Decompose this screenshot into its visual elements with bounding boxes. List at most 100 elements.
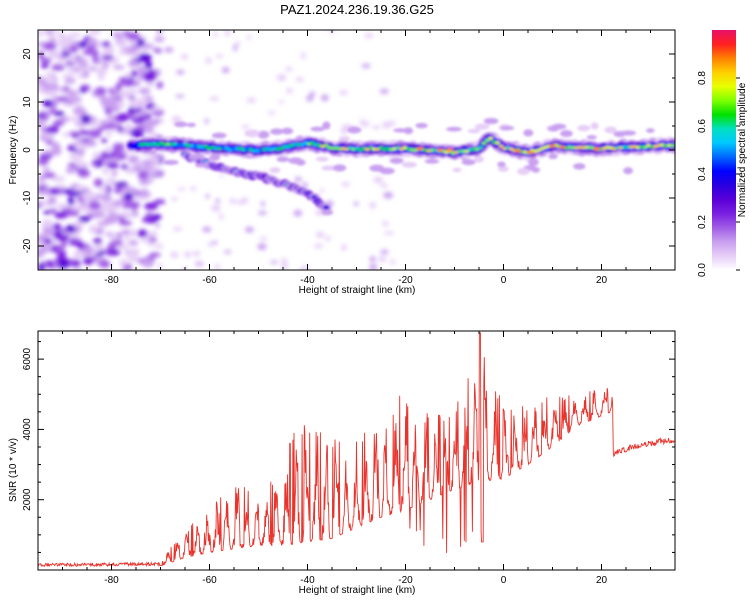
spectrogram-blob [188, 153, 205, 160]
spectrogram-blob [189, 186, 197, 191]
spectrogram-blob [642, 145, 648, 149]
spectrogram-blob [474, 147, 480, 151]
spectrogram-blob [140, 237, 151, 243]
spectrogram-image [38, 30, 675, 270]
spectrogram-blob [102, 167, 110, 175]
spectrogram-blob [123, 192, 134, 200]
spectrogram-blob [69, 44, 78, 54]
spectrogram-blob [186, 122, 196, 128]
colorbar-tick-label: 0.6 [697, 119, 708, 133]
spectrogram-blob [244, 226, 254, 233]
spectrogram-blob [67, 131, 80, 136]
spectrogram-blob [446, 148, 454, 152]
spectrogram-blob [205, 57, 212, 64]
spectrogram-blob [278, 100, 285, 104]
colorbar: 0.0 0.2 0.4 0.6 0.8 Normalized spectral ampl… [697, 30, 748, 277]
spectrogram-blob [483, 117, 499, 125]
spectrogram-blob [531, 166, 540, 173]
spectrogram-blob [212, 240, 218, 245]
spectrogram-blob [38, 157, 49, 166]
spectrogram-blob [45, 260, 54, 267]
spectrogram-blob [68, 259, 79, 264]
spectrogram-blob [205, 194, 210, 199]
spectrogram-blob [60, 46, 71, 54]
spectrogram-blob [97, 73, 105, 81]
spectrogram-blob [74, 142, 85, 151]
spectrogram-blob [132, 164, 143, 173]
spectrogram-blob [61, 52, 71, 57]
spectrogram-blob [573, 163, 586, 170]
spectrogram-blob [146, 217, 158, 224]
spectrogram-blob [111, 170, 118, 177]
spectrogram-blob [478, 146, 483, 150]
spectrogram-blob [62, 86, 70, 92]
spectrogram-blob [142, 159, 150, 168]
spectrogram-y-ticks: -20 -10 0 10 20 [22, 29, 675, 271]
spectrogram-blob [401, 161, 417, 168]
spectrogram-blob [42, 167, 51, 172]
spectrogram-blob [93, 237, 103, 245]
spectrogram-blob [77, 169, 91, 178]
spectrogram-blob [47, 195, 57, 205]
spectrogram-blob [78, 216, 91, 223]
spectrogram-blob [128, 99, 143, 108]
spectrogram-blob [590, 122, 599, 130]
spectrogram-blob [299, 143, 305, 147]
spectrogram-blob [154, 36, 165, 43]
spectrogram-blob [45, 140, 54, 145]
spectrogram-blob [302, 182, 308, 188]
spectrogram-blob [83, 186, 90, 191]
colorbar-ticks: 0.0 0.2 0.4 0.6 0.8 [697, 71, 740, 277]
spectrogram-blob [192, 251, 201, 257]
spectrogram-blob [339, 90, 348, 96]
spectrogram-blob [88, 129, 102, 138]
spectrogram-y-tick-label: 20 [22, 48, 33, 60]
spectrogram-blob [358, 148, 363, 152]
spectrogram-blob [101, 41, 111, 47]
spectrogram-blob [151, 157, 161, 163]
spectrogram-blob [176, 69, 185, 75]
spectrogram-blob [452, 167, 462, 173]
spectrogram-blob [279, 146, 284, 150]
colorbar-tick-label: 0.0 [697, 263, 708, 277]
spectrogram-blob [328, 30, 335, 33]
spectrogram-blob [322, 205, 330, 210]
spectrogram-blob [369, 256, 376, 263]
spectrogram-blob [372, 125, 381, 130]
spectrogram-blob [622, 145, 627, 149]
spectrogram-blob [133, 77, 140, 83]
spectrogram-blob [94, 87, 107, 96]
spectrogram-blob [281, 262, 289, 270]
spectrogram-blob [81, 191, 96, 199]
spectrogram-blob [121, 163, 128, 170]
spectrogram-blob [384, 231, 394, 235]
spectrogram-blob [99, 119, 110, 126]
spectrogram-blob [123, 236, 130, 241]
spectrogram-blob [382, 121, 390, 129]
spectrogram-blob [170, 251, 179, 258]
spectrogram-blob [112, 31, 124, 39]
snr-x-tick-label: -60 [202, 575, 217, 586]
spectrogram-blob [548, 153, 558, 160]
snr-x-tick-label: -20 [398, 575, 413, 586]
spectrogram-blob [127, 248, 140, 257]
spectrogram-y-tick-label: 10 [22, 96, 33, 108]
spectrogram-blob [54, 212, 68, 219]
spectrogram-blob [51, 175, 66, 182]
spectrogram-y-tick-label: -20 [22, 238, 33, 253]
spectrogram-blob [295, 77, 304, 82]
spectrogram-blob [130, 130, 144, 138]
spectrogram-blob [593, 146, 601, 151]
spectrogram-blob [101, 200, 113, 207]
snr-x-ticks: -80 -60 -40 -20 0 20 [37, 331, 676, 586]
spectrogram-blob [132, 112, 140, 119]
spectrogram-blob [90, 120, 99, 128]
spectrogram-blob [44, 126, 59, 134]
spectrogram-blob [276, 74, 287, 82]
snr-x-label: Height of straight line (km) [299, 585, 416, 596]
spectrogram-blob [136, 38, 145, 47]
spectrogram-blob [93, 178, 103, 188]
spectrogram-ridge [125, 117, 675, 216]
spectrogram-blob [53, 119, 65, 127]
spectrogram-blob [211, 132, 227, 139]
